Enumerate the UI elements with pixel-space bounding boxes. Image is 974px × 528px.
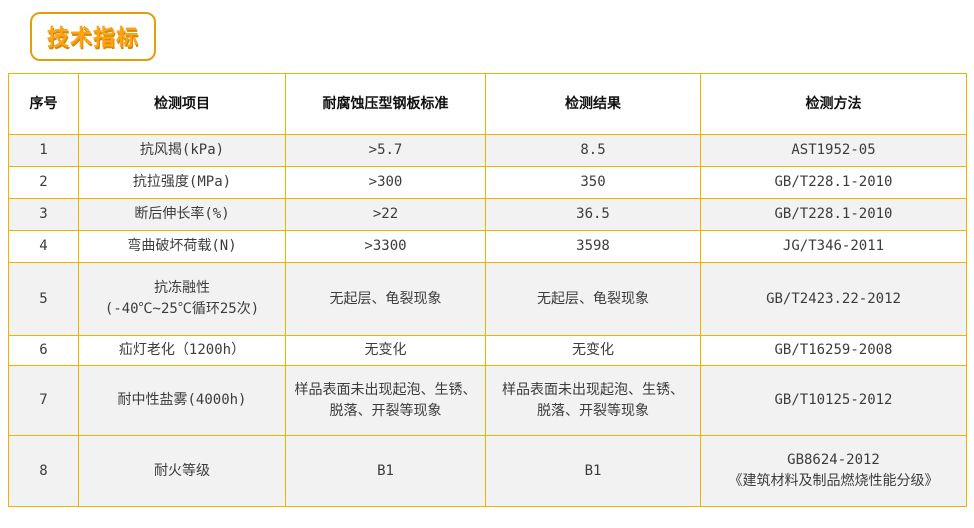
cell-method: AST1952-05 xyxy=(700,134,967,167)
cell-no: 4 xyxy=(8,230,79,263)
section-title-badge: 技术指标 xyxy=(30,12,157,61)
cell-standard: >300 xyxy=(285,166,486,199)
cell-no: 6 xyxy=(8,335,79,366)
cell-method: GB/T2423.22-2012 xyxy=(700,262,967,336)
table-row: 7 耐中性盐雾(4000h) 样品表面未出现起泡、生锈、 脱落、开裂等现象 样品… xyxy=(8,365,967,436)
header-item: 检测项目 xyxy=(78,73,286,135)
cell-item: 耐火等级 xyxy=(78,435,286,507)
spec-table: 序号 检测项目 耐腐蚀压型钢板标准 检测结果 检测方法 1 抗风揭(kPa) >… xyxy=(8,73,967,507)
cell-standard: 样品表面未出现起泡、生锈、 脱落、开裂等现象 xyxy=(285,365,486,436)
cell-result: B1 xyxy=(485,435,701,507)
cell-method: GB/T16259-2008 xyxy=(700,335,967,366)
cell-method: GB/T228.1-2010 xyxy=(700,166,967,199)
cell-standard: 无变化 xyxy=(285,335,486,366)
cell-item: 耐中性盐雾(4000h) xyxy=(78,365,286,436)
cell-result: 350 xyxy=(485,166,701,199)
cell-item: 抗冻融性 (-40℃~25℃循环25次) xyxy=(78,262,286,336)
cell-no: 7 xyxy=(8,365,79,436)
table-row: 1 抗风揭(kPa) >5.7 8.5 AST1952-05 xyxy=(8,134,967,167)
cell-result: 8.5 xyxy=(485,134,701,167)
cell-method: GB/T10125-2012 xyxy=(700,365,967,436)
cell-item: 弯曲破坏荷载(N) xyxy=(78,230,286,263)
table-header-row: 序号 检测项目 耐腐蚀压型钢板标准 检测结果 检测方法 xyxy=(8,73,967,135)
header-no: 序号 xyxy=(8,73,79,135)
cell-result: 36.5 xyxy=(485,198,701,231)
table-row: 5 抗冻融性 (-40℃~25℃循环25次) 无起层、龟裂现象 无起层、龟裂现象… xyxy=(8,262,967,336)
cell-standard: B1 xyxy=(285,435,486,507)
cell-item: 疝灯老化（1200h） xyxy=(78,335,286,366)
header-result: 检测结果 xyxy=(485,73,701,135)
cell-no: 1 xyxy=(8,134,79,167)
cell-item: 抗风揭(kPa) xyxy=(78,134,286,167)
cell-result: 3598 xyxy=(485,230,701,263)
cell-method: GB8624-2012 《建筑材料及制品燃烧性能分级》 xyxy=(700,435,967,507)
cell-standard: >22 xyxy=(285,198,486,231)
cell-no: 5 xyxy=(8,262,79,336)
cell-standard: 无起层、龟裂现象 xyxy=(285,262,486,336)
cell-standard: >5.7 xyxy=(285,134,486,167)
header-standard: 耐腐蚀压型钢板标准 xyxy=(285,73,486,135)
cell-item: 断后伸长率(%) xyxy=(78,198,286,231)
cell-no: 3 xyxy=(8,198,79,231)
cell-method: JG/T346-2011 xyxy=(700,230,967,263)
cell-no: 2 xyxy=(8,166,79,199)
table-row: 4 弯曲破坏荷载(N) >3300 3598 JG/T346-2011 xyxy=(8,230,967,263)
cell-no: 8 xyxy=(8,435,79,507)
table-row: 3 断后伸长率(%) >22 36.5 GB/T228.1-2010 xyxy=(8,198,967,231)
table-row: 8 耐火等级 B1 B1 GB8624-2012 《建筑材料及制品燃烧性能分级》 xyxy=(8,435,967,507)
cell-result: 无起层、龟裂现象 xyxy=(485,262,701,336)
cell-method: GB/T228.1-2010 xyxy=(700,198,967,231)
table-row: 2 抗拉强度(MPa) >300 350 GB/T228.1-2010 xyxy=(8,166,967,199)
cell-item: 抗拉强度(MPa) xyxy=(78,166,286,199)
table-row: 6 疝灯老化（1200h） 无变化 无变化 GB/T16259-2008 xyxy=(8,335,967,366)
section-title: 技术指标 xyxy=(47,26,140,51)
header-method: 检测方法 xyxy=(700,73,967,135)
cell-standard: >3300 xyxy=(285,230,486,263)
cell-result: 无变化 xyxy=(485,335,701,366)
cell-result: 样品表面未出现起泡、生锈、 脱落、开裂等现象 xyxy=(485,365,701,436)
